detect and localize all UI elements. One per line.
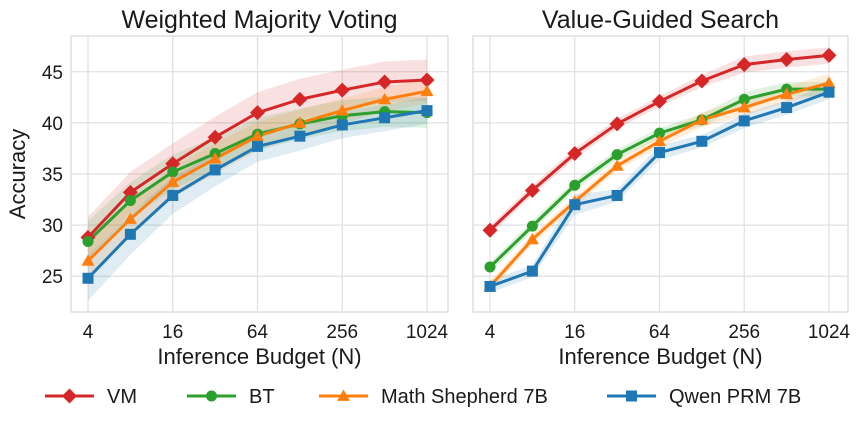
data-point-qwen-prm-7b: [167, 189, 179, 201]
data-point-vm: [524, 182, 540, 198]
data-point-bt: [611, 149, 623, 161]
data-point-bt: [738, 93, 750, 105]
legend-label-math-shepherd: Math Shepherd 7B: [381, 386, 548, 408]
legend-label-qwen-prm: Qwen PRM 7B: [669, 386, 801, 408]
y-tick-label: 40: [42, 114, 63, 135]
data-point-qwen-prm-7b: [209, 164, 221, 176]
data-point-math-shepherd-7b: [737, 101, 751, 113]
data-point-vm: [482, 222, 498, 238]
data-point-qwen-prm-7b: [526, 265, 538, 277]
band-math-shepherd-7b: [490, 73, 829, 292]
x-tick-label: 16: [162, 322, 183, 343]
data-point-qwen-prm-7b: [124, 228, 136, 240]
legend-item-vm: VM: [45, 386, 137, 408]
legend-item-bt: BT: [187, 386, 275, 408]
chart-title: Value-Guided Search: [542, 6, 779, 34]
data-point-bt: [167, 166, 179, 178]
data-point-vm: [779, 52, 795, 68]
y-axis-label: Accuracy: [5, 129, 30, 219]
y-tick-label: 30: [42, 216, 63, 237]
x-tick-label: 1024: [406, 322, 449, 343]
data-point-vm: [652, 93, 667, 109]
data-point-vm: [419, 72, 435, 88]
legend-label-vm: VM: [107, 386, 137, 408]
data-point-math-shepherd-7b: [251, 129, 264, 142]
x-tick-label: 64: [649, 322, 671, 343]
data-point-qwen-prm-7b: [294, 130, 306, 142]
data-point-math-shepherd-7b: [81, 254, 95, 266]
band-vm: [490, 47, 829, 236]
data-point-qwen-prm-7b: [421, 105, 433, 117]
data-point-bt: [124, 195, 136, 207]
data-point-math-shepherd-7b: [653, 134, 666, 147]
data-point-bt: [569, 179, 581, 191]
data-point-math-shepherd-7b: [610, 159, 624, 171]
x-tick-label: 256: [326, 322, 358, 343]
x-axis-label: Inference Budget (N): [157, 344, 361, 369]
data-point-math-shepherd-7b: [335, 104, 349, 116]
data-point-vm: [292, 91, 308, 107]
data-point-math-shepherd-7b: [525, 232, 539, 245]
data-point-vm: [694, 73, 710, 89]
y-tick-label: 25: [42, 267, 63, 288]
data-point-qwen-prm-7b: [738, 115, 750, 127]
data-point-vm: [207, 129, 223, 145]
data-point-bt: [82, 235, 94, 247]
legend: VM BT Math Shepherd 7B Qwen PRM 7B: [45, 386, 801, 408]
data-point-vm: [609, 116, 625, 132]
data-point-qwen-prm-7b: [379, 112, 391, 124]
data-point-qwen-prm-7b: [569, 199, 581, 211]
data-point-vm: [334, 82, 350, 98]
data-point-math-shepherd-7b: [123, 212, 137, 224]
data-point-qwen-prm-7b: [484, 280, 496, 292]
legend-marker-vm: [62, 388, 77, 404]
data-point-vm: [377, 74, 393, 90]
x-tick-label: 16: [564, 322, 585, 343]
y-tick-label: 45: [42, 63, 63, 84]
data-point-vm: [567, 146, 583, 162]
data-point-qwen-prm-7b: [823, 86, 835, 98]
legend-marker-qwen-prm: [626, 390, 637, 402]
data-point-math-shepherd-7b: [420, 84, 434, 97]
data-point-bt: [654, 127, 665, 139]
data-point-qwen-prm-7b: [611, 189, 623, 201]
data-point-qwen-prm-7b: [781, 102, 793, 114]
data-point-vm: [122, 184, 138, 200]
chart-value-guided-search: 4 16 64 256 1024 Value-Guided Search Inferen…: [472, 6, 851, 369]
data-point-qwen-prm-7b: [654, 147, 665, 159]
x-tick-label: 4: [83, 322, 94, 343]
legend-marker-bt: [206, 390, 217, 402]
legend-item-qwen-prm: Qwen PRM 7B: [607, 386, 801, 408]
data-point-math-shepherd-7b: [378, 92, 392, 105]
chart-title: Weighted Majority Voting: [121, 6, 397, 34]
data-point-qwen-prm-7b: [82, 272, 94, 284]
data-point-qwen-prm-7b: [696, 135, 708, 147]
data-point-math-shepherd-7b: [822, 76, 836, 88]
legend-item-math-shepherd: Math Shepherd 7B: [319, 386, 548, 408]
data-point-math-shepherd-7b: [695, 113, 709, 125]
data-point-vm: [821, 47, 837, 63]
data-point-bt: [526, 220, 538, 232]
data-point-math-shepherd-7b: [780, 87, 794, 100]
data-point-vm: [736, 57, 752, 73]
x-tick-label: 1024: [808, 322, 851, 343]
data-point-math-shepherd-7b: [166, 175, 180, 188]
x-tick-label: 256: [728, 322, 760, 343]
x-tick-label: 4: [485, 322, 496, 343]
x-tick-label: 64: [247, 322, 269, 343]
data-point-math-shepherd-7b: [208, 152, 222, 164]
chart-weighted-majority-voting: 25 30 35 40 45 4 16 64 256 1024 Weighted Majority…: [5, 6, 449, 369]
y-tick-label: 35: [42, 165, 63, 186]
data-point-math-shepherd-7b: [293, 116, 307, 128]
data-point-bt: [484, 261, 496, 273]
data-point-vm: [250, 105, 265, 121]
legend-marker-math-shepherd: [337, 389, 350, 401]
data-point-qwen-prm-7b: [336, 119, 348, 131]
x-axis-label: Inference Budget (N): [558, 344, 762, 369]
data-point-vm: [165, 156, 181, 172]
data-point-qwen-prm-7b: [252, 140, 263, 152]
legend-label-bt: BT: [249, 386, 275, 408]
